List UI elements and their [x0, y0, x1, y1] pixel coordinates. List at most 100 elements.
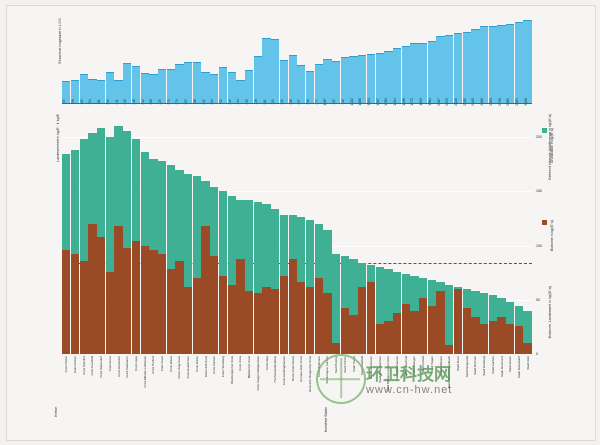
segment-gruenabfaelle: [384, 269, 392, 321]
segment-biotonne: [323, 293, 331, 354]
population-bar: 1.247: [376, 53, 384, 103]
segment-biotonne: [358, 287, 366, 354]
stacked-bar-column: [402, 110, 410, 354]
segment-biotonne: [262, 287, 270, 354]
legend-item-biotonne: Biotonne in kg/(E·a): [540, 220, 594, 300]
population-bar: 3.128: [523, 20, 531, 103]
segment-biotonne: [80, 261, 88, 354]
stacked-bar-column: [315, 110, 323, 354]
stacked-bar-column: [149, 110, 157, 354]
population-baseline: [62, 103, 532, 104]
segment-gruenabfaelle: [254, 202, 262, 293]
stacked-bar-column: [219, 110, 227, 354]
stacked-bar-column: [445, 110, 453, 354]
population-bar: 248: [132, 66, 140, 103]
segment-gruenabfaelle: [262, 204, 270, 286]
stacked-bar-column: [167, 110, 175, 354]
population-bar: 249: [280, 60, 288, 103]
stacked-bar-column: [106, 110, 114, 354]
segment-biotonne: [463, 308, 471, 354]
segment-biotonne: [315, 278, 323, 354]
segment-biotonne: [228, 285, 236, 354]
stacked-bar-column: [62, 110, 70, 354]
legend-label-gruenabfaelle: Grünabfälle in kg/(E·a): [550, 128, 554, 163]
segment-biotonne: [349, 315, 357, 354]
segment-gruenabfaelle: [332, 254, 340, 343]
segment-biotonne: [341, 308, 349, 354]
population-bar-label: 1.543: [419, 98, 423, 105]
population-bar: 1.487: [323, 59, 331, 103]
stacked-bar-column: [141, 110, 149, 354]
stacked-bar-column: [210, 110, 218, 354]
segment-biotonne: [71, 254, 79, 354]
segment-gruenabfaelle: [480, 293, 488, 323]
segment-biotonne: [306, 287, 314, 354]
segment-biotonne: [62, 250, 70, 354]
segment-biotonne: [454, 289, 462, 354]
population-bar: 1.424: [393, 48, 401, 103]
segment-gruenabfaelle: [236, 200, 244, 259]
segment-gruenabfaelle: [228, 196, 236, 285]
segment-gruenabfaelle: [436, 282, 444, 291]
segment-gruenabfaelle: [184, 174, 192, 287]
stacked-bar-column: [123, 110, 131, 354]
stacked-bar-column: [80, 110, 88, 354]
population-bar: 319: [271, 39, 279, 103]
population-bar: 1.022: [349, 56, 357, 103]
segment-gruenabfaelle: [306, 220, 314, 287]
population-bar: 2.079: [445, 35, 453, 103]
population-bar: 2.140: [454, 33, 462, 103]
segment-gruenabfaelle: [201, 181, 209, 227]
population-bar: 169: [80, 74, 88, 103]
population-bar: 241: [114, 80, 122, 103]
stacked-bar-column: [393, 110, 401, 354]
stacked-bar-column: [436, 110, 444, 354]
segment-biotonne: [523, 343, 531, 354]
population-bar-label: 2.440: [471, 98, 475, 105]
population-bar: 305: [332, 61, 340, 103]
stacked-bar-column: [271, 110, 279, 354]
segment-gruenabfaelle: [515, 306, 523, 326]
segment-biotonne: [201, 226, 209, 354]
segment-biotonne: [254, 293, 262, 354]
population-bar: 2.440: [471, 29, 479, 103]
population-bar: 1.438: [402, 46, 410, 103]
population-bar-label: 2.969: [506, 98, 510, 105]
population-bar: 268: [149, 74, 157, 103]
population-bar: 1.194: [367, 54, 375, 103]
population-bar: 281: [262, 38, 270, 103]
segment-gruenabfaelle: [219, 191, 227, 276]
segment-biotonne: [393, 313, 401, 354]
segment-gruenabfaelle: [106, 137, 114, 271]
segment-gruenabfaelle: [463, 289, 471, 309]
segment-biotonne: [419, 298, 427, 354]
segment-gruenabfaelle: [323, 230, 331, 293]
stacked-bar-column: [358, 110, 366, 354]
group-label: Kreise: [54, 407, 58, 417]
segment-gruenabfaelle: [62, 154, 70, 249]
segment-biotonne: [184, 287, 192, 354]
group-labels: KreiseKreisfreie Städte: [62, 355, 532, 407]
population-bar: 1.166: [358, 55, 366, 103]
segment-gruenabfaelle: [149, 159, 157, 250]
population-bar-label: 2.460: [480, 98, 484, 105]
segment-gruenabfaelle: [410, 276, 418, 311]
population-bar: 310: [341, 57, 349, 103]
stacked-bar-column: [132, 110, 140, 354]
segment-biotonne: [167, 269, 175, 354]
population-bar-label: 2.230: [463, 98, 467, 105]
population-bar: 2.460: [480, 26, 488, 103]
stacked-bar-column: [419, 110, 427, 354]
segment-gruenabfaelle: [297, 217, 305, 282]
legend-label-biotonne: Biotonne in kg/(E·a): [550, 220, 554, 251]
segment-gruenabfaelle: [489, 295, 497, 321]
population-bar-label: 2.140: [454, 98, 458, 105]
segment-biotonne: [471, 317, 479, 354]
population-bar: 273: [167, 69, 175, 103]
legend-swatch-brown: [542, 220, 547, 225]
segment-biotonne: [515, 326, 523, 354]
population-bar: 1.772: [410, 43, 418, 103]
population-bar: 158: [71, 80, 79, 103]
chart-area: Einwohner insgesamt in 1.000 15915816915…: [62, 18, 532, 408]
population-bar-label: 1.022: [350, 98, 354, 105]
